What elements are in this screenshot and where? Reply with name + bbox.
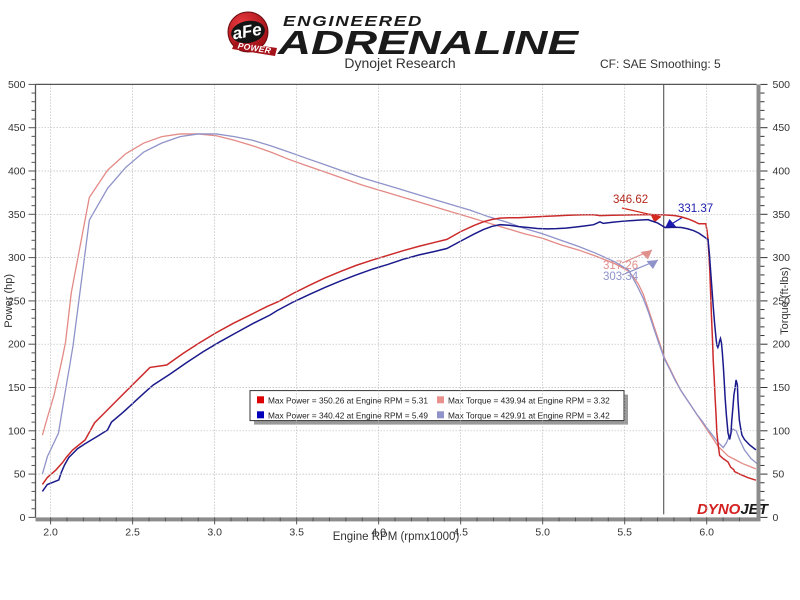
svg-text:Max Torque = 439.94 at Engine: Max Torque = 439.94 at Engine RPM = 3.32 <box>448 396 610 406</box>
svg-text:Engine RPM (rpmx1000): Engine RPM (rpmx1000) <box>333 531 460 543</box>
svg-text:150: 150 <box>773 382 791 394</box>
svg-text:50: 50 <box>773 469 785 481</box>
svg-text:346.62: 346.62 <box>613 194 648 206</box>
svg-text:3.0: 3.0 <box>207 526 222 538</box>
svg-text:50: 50 <box>14 469 26 481</box>
svg-text:6.0: 6.0 <box>699 526 714 538</box>
svg-text:331.37: 331.37 <box>678 203 713 215</box>
svg-text:0: 0 <box>773 512 779 524</box>
svg-text:4.5: 4.5 <box>453 526 468 538</box>
svg-text:450: 450 <box>8 122 26 134</box>
svg-text:0: 0 <box>20 512 26 524</box>
svg-text:100: 100 <box>773 425 791 437</box>
svg-text:Max Torque = 429.91 at Engine: Max Torque = 429.91 at Engine RPM = 3.42 <box>448 411 610 421</box>
svg-text:350: 350 <box>8 209 26 221</box>
svg-text:5.5: 5.5 <box>617 526 632 538</box>
svg-text:500: 500 <box>773 79 791 91</box>
svg-text:200: 200 <box>8 339 26 351</box>
svg-text:Max Power = 350.26 at Engine R: Max Power = 350.26 at Engine RPM = 5.31 <box>268 396 428 406</box>
svg-text:100: 100 <box>8 425 26 437</box>
svg-text:200: 200 <box>773 339 791 351</box>
svg-text:500: 500 <box>8 79 26 91</box>
svg-text:2.5: 2.5 <box>125 526 140 538</box>
svg-text:5.0: 5.0 <box>535 526 550 538</box>
svg-text:2.0: 2.0 <box>43 526 58 538</box>
svg-text:450: 450 <box>773 122 791 134</box>
svg-text:350: 350 <box>773 209 791 221</box>
svg-text:400: 400 <box>773 166 791 178</box>
svg-text:300: 300 <box>8 252 26 264</box>
svg-text:300: 300 <box>773 252 791 264</box>
svg-text:4.0: 4.0 <box>371 526 386 538</box>
svg-text:250: 250 <box>8 295 26 307</box>
svg-text:400: 400 <box>8 166 26 178</box>
svg-text:3.5: 3.5 <box>289 526 304 538</box>
svg-text:150: 150 <box>8 382 26 394</box>
svg-text:Max Power = 340.42 at Engine R: Max Power = 340.42 at Engine RPM = 5.49 <box>268 411 428 421</box>
svg-text:250: 250 <box>773 295 791 307</box>
